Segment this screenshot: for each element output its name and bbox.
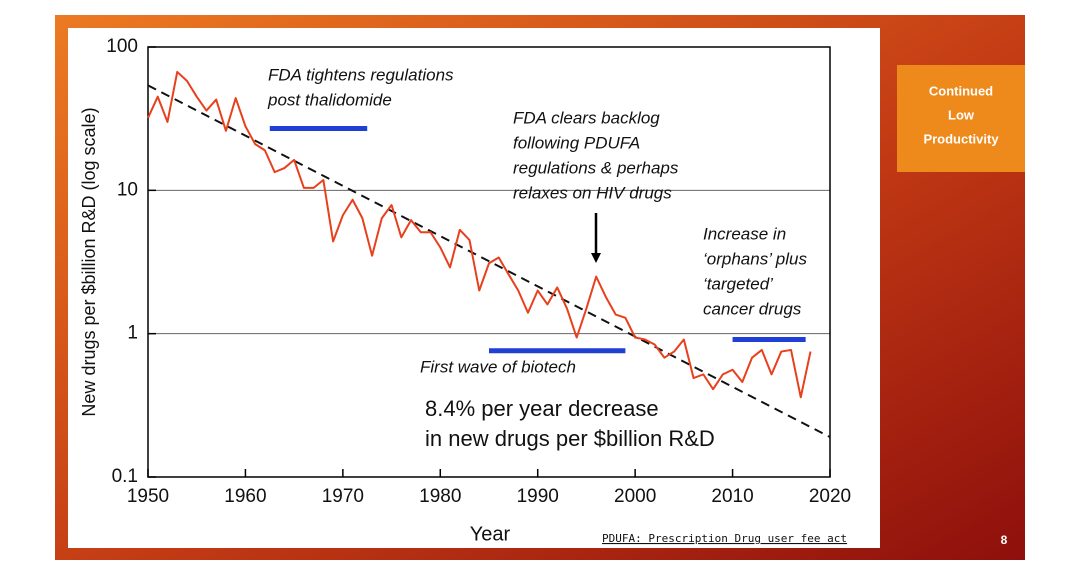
annotation: following PDUFA bbox=[513, 133, 640, 152]
y-tick-label: 10 bbox=[117, 179, 138, 200]
annotation: Increase in bbox=[703, 224, 786, 243]
y-tick-label: 1 bbox=[127, 323, 138, 344]
x-tick-label: 1980 bbox=[419, 486, 461, 507]
annotation: in new drugs per $billion R&D bbox=[425, 426, 715, 451]
annotation: ‘targeted’ bbox=[703, 274, 773, 293]
page-number: 8 bbox=[1001, 533, 1008, 547]
data-line bbox=[147, 70, 812, 399]
x-tick-label: 1950 bbox=[127, 486, 169, 507]
y-tick-label: 0.1 bbox=[112, 466, 138, 487]
annotation: 8.4% per year decrease bbox=[425, 396, 659, 421]
annotation: regulations & perhaps bbox=[513, 158, 679, 177]
x-tick-label: 1970 bbox=[322, 486, 364, 507]
annotation: FDA clears backlog bbox=[513, 108, 660, 127]
annotation: First wave of biotech bbox=[420, 357, 576, 376]
annotation: relaxes on HIV drugs bbox=[513, 183, 672, 202]
annotation: FDA tightens regulations bbox=[268, 65, 454, 84]
side-box-text: Productivity bbox=[923, 131, 999, 146]
annotation: post thalidomide bbox=[267, 90, 392, 109]
side-box bbox=[897, 65, 1025, 172]
x-tick-label: 2000 bbox=[614, 486, 656, 507]
side-box-text: Continued bbox=[929, 83, 993, 98]
trend-line bbox=[147, 84, 831, 438]
y-axis-label: New drugs per $billion R&D (log scale) bbox=[79, 107, 99, 416]
x-tick-label: 1960 bbox=[224, 486, 266, 507]
annotation: ‘orphans’ plus bbox=[703, 249, 807, 268]
side-box-text: Low bbox=[948, 107, 975, 122]
plot-frame bbox=[147, 46, 831, 478]
x-axis-label: Year bbox=[470, 523, 511, 545]
x-tick-label: 2010 bbox=[711, 486, 753, 507]
footnote: PDUFA: Prescription Drug user fee act bbox=[602, 532, 847, 545]
x-tick-label: 2020 bbox=[809, 486, 851, 507]
annotation: cancer drugs bbox=[703, 299, 802, 318]
y-tick-label: 100 bbox=[106, 36, 138, 57]
x-tick-label: 1990 bbox=[517, 486, 559, 507]
